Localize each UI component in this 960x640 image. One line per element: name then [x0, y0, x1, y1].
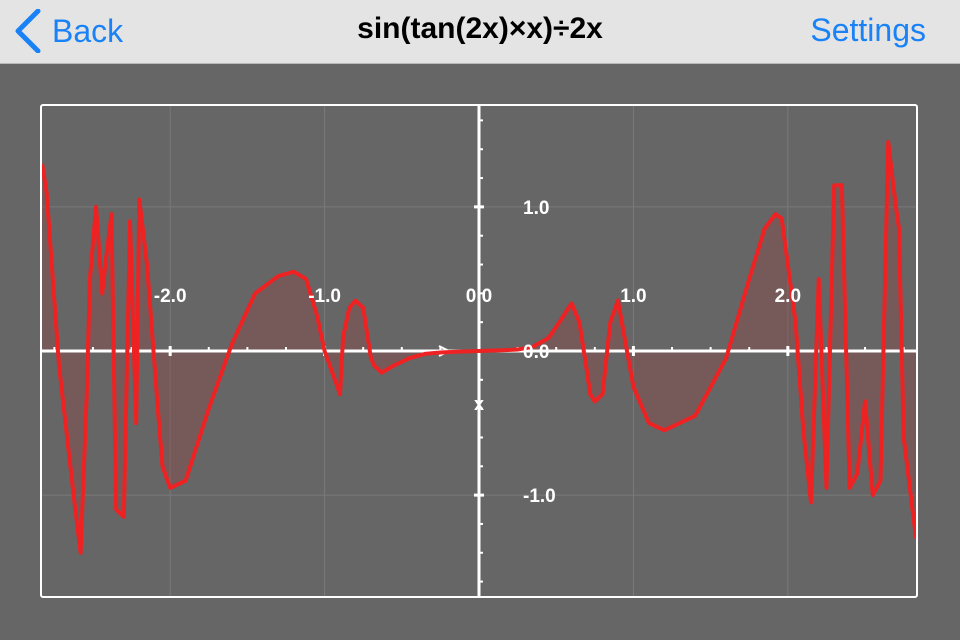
y-tick-label: -1.0: [523, 486, 556, 507]
graph-plot-area[interactable]: -2.0 -1.0 0.0 1.0 2.0 1.0 -1.0 0.0 x: [40, 104, 918, 598]
navigation-bar: Back sin(tan(2x)×x)÷2x Settings: [0, 0, 960, 64]
chevron-left-icon: [15, 9, 41, 53]
area-under-curve: [42, 142, 916, 553]
function-curve: [42, 140, 916, 555]
x-tick-label: 0.0: [466, 286, 492, 307]
x-tick-label: -2.0: [154, 286, 187, 307]
settings-button[interactable]: Settings: [810, 12, 926, 48]
x-axis-variable-label: x: [474, 394, 484, 414]
function-graph: -2.0 -1.0 0.0 1.0 2.0 1.0 -1.0 0.0 x: [42, 106, 916, 596]
x-tick-label: 1.0: [620, 286, 646, 307]
x-tick-label: -1.0: [308, 286, 341, 307]
back-button[interactable]: Back: [14, 8, 123, 54]
x-tick-label: 2.0: [775, 286, 801, 307]
y-tick-label: 1.0: [523, 198, 549, 219]
y-origin-label: 0.0: [523, 342, 549, 363]
back-button-label: Back: [52, 12, 124, 49]
